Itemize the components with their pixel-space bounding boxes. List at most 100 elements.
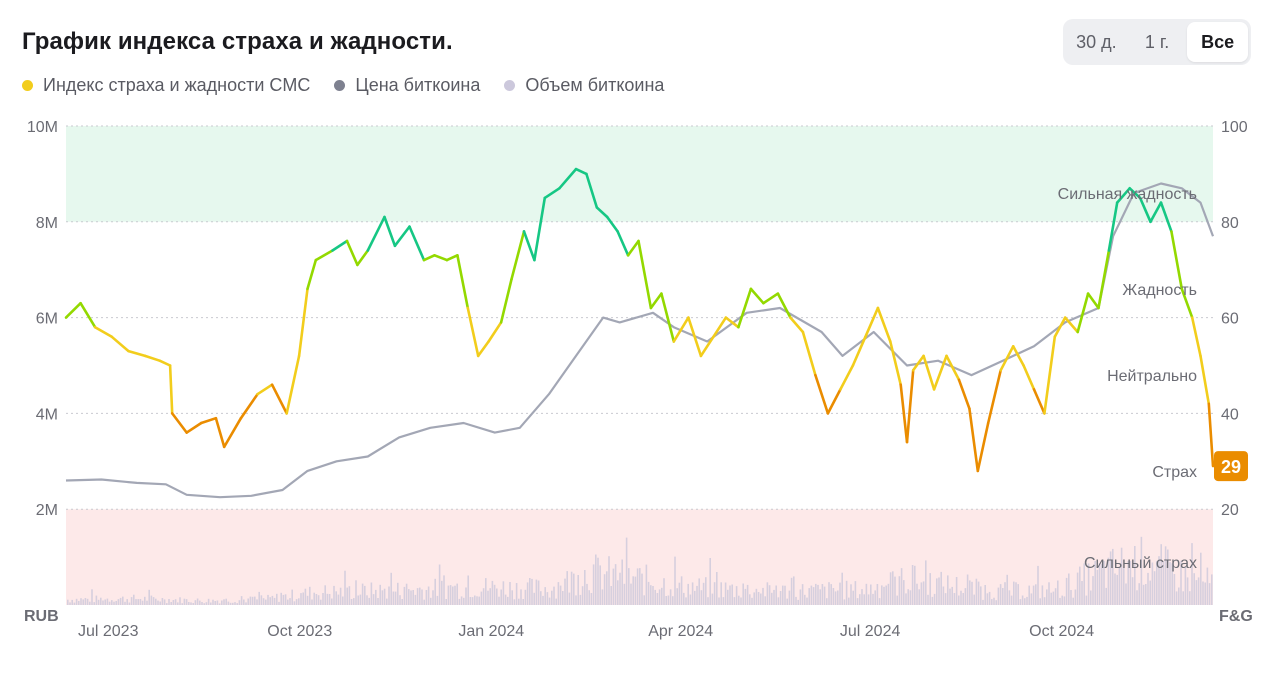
fear-greed-segment [1170,230,1184,291]
legend-item-fear-greed[interactable]: Индекс страха и жадности CMC [22,75,310,96]
right-axis-tick: 100 [1221,119,1248,136]
current-value-badge-bg [1214,451,1248,482]
volume-bar [837,590,839,605]
volume-bar [966,574,969,605]
fear-greed-segment [864,306,880,339]
volume-bar [656,593,659,605]
fear-greed-segment [456,254,470,310]
volume-bar [236,603,238,605]
volume-bar [1002,588,1004,605]
volume-bar [1118,567,1121,605]
volume-bar [416,588,419,605]
volume-bar [159,601,161,605]
volume-bar [1160,544,1162,605]
fear-greed-segment [297,287,309,358]
volume-bar [210,602,212,605]
volume-bar [953,593,956,605]
volume-bar [216,600,219,605]
volume-bar [1048,582,1050,605]
volume-bar [575,595,577,605]
volume-bar [746,584,749,605]
left-axis-unit: RUB [24,608,59,625]
volume-bar [606,571,608,605]
fear-greed-segment [801,330,817,377]
fear-greed-segment [239,392,259,420]
volume-bar [322,593,324,605]
volume-bar [865,583,868,605]
volume-bar [740,597,742,605]
volume-bar [214,601,216,605]
right-axis-unit: F&G [1219,608,1253,625]
volume-bar [773,589,775,605]
volume-bar [612,568,615,605]
volume-bar [878,598,881,605]
volume-bar [817,584,819,605]
volume-bar [716,572,718,605]
zones-layer [66,126,1213,605]
volume-bar [801,584,804,605]
fear-greed-segment [383,215,397,248]
legend-item-btc-price[interactable]: Цена биткоина [334,75,480,96]
volume-bar [760,593,762,605]
volume-bar [872,593,874,605]
volume-bar [687,583,689,605]
range-30d-button[interactable]: 30 д. [1076,32,1117,52]
volume-bar [667,595,670,605]
fear-greed-segment [522,230,536,262]
volume-bar [1184,566,1187,605]
fear-greed-segment [945,354,961,382]
volume-bar [293,601,296,605]
volume-bar [863,594,865,605]
volume-bar [905,593,907,605]
volume-bar [1050,592,1052,605]
volume-bar [412,590,414,605]
legend-item-btc-volume[interactable]: Объем биткоина [504,75,664,96]
volume-bar [205,602,208,605]
volume-bar [711,593,714,605]
volume-bar [1094,560,1096,605]
volume-bar [590,593,593,605]
volume-bar [973,594,975,605]
volume-bar [766,582,769,605]
range-all-button[interactable]: Все [1187,22,1249,62]
left-axis-tick: 2M [36,502,58,519]
volume-bar [357,595,359,605]
volume-bar [535,579,538,605]
volume-bar [674,556,676,605]
volume-bar [1054,588,1057,605]
volume-bar [603,574,606,605]
volume-bar [586,583,588,605]
fear-greed-segment [93,325,114,339]
volume-bar [482,588,485,605]
volume-bar [1046,589,1048,605]
volume-bar [562,591,564,605]
volume-bar [1112,548,1114,605]
volume-bar [438,564,441,605]
volume-bar [423,599,425,605]
volume-bar [573,573,575,605]
volume-bar [126,599,128,605]
x-axis-tick: Oct 2023 [267,623,332,640]
volume-bar [489,588,491,605]
fear-greed-segment [1199,354,1211,406]
volume-bar [762,587,764,605]
volume-bar [100,597,102,605]
volume-bar [1030,593,1033,605]
volume-bar [133,594,135,605]
volume-bar [610,586,612,605]
volume-bar [799,589,802,605]
fear-greed-segment [200,416,218,425]
volume-bar [212,599,214,605]
volume-bar [326,593,329,605]
volume-bar [1068,573,1070,605]
volume-bar [271,595,274,605]
fear-greed-segment [1159,201,1173,233]
volume-bar [617,580,619,605]
range-1y-button[interactable]: 1 г. [1144,32,1170,52]
volume-bar [1153,571,1156,605]
volume-bar [942,586,945,605]
left-axis-tick: 6M [36,311,58,328]
volume-bar [707,597,709,605]
volume-bar [1204,582,1206,605]
volume-bar [1134,546,1136,605]
